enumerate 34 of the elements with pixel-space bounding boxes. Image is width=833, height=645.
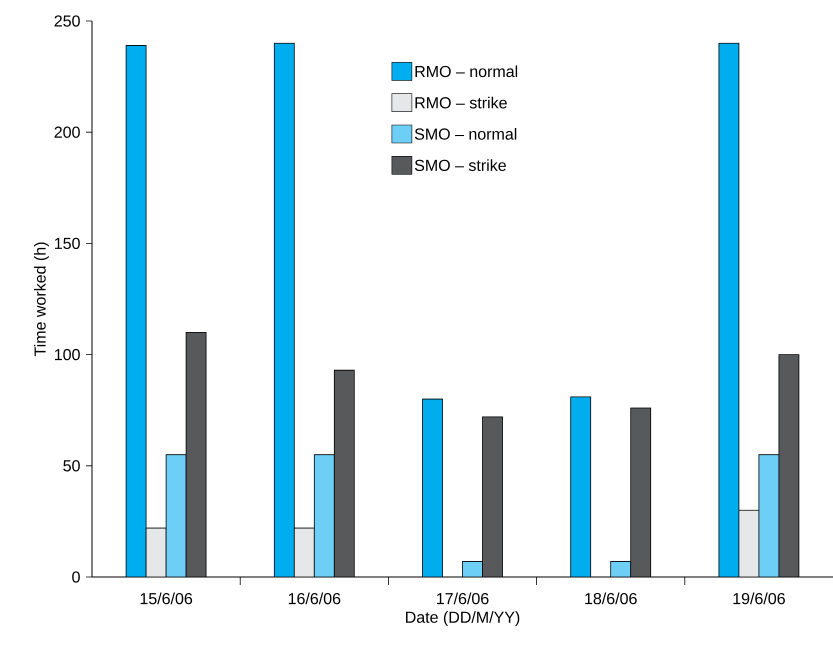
y-tick-label: 250	[54, 15, 80, 27]
bar	[126, 45, 146, 577]
bar	[422, 398, 443, 577]
bar	[758, 454, 780, 577]
bar	[482, 416, 503, 577]
x-tick-label: 16/6/06	[288, 592, 340, 604]
legend-label: SMO – strike	[414, 159, 506, 172]
bar	[274, 42, 295, 577]
y-tick-label: 200	[54, 126, 80, 138]
x-tick-label: 17/6/06	[437, 592, 488, 604]
bar	[334, 370, 355, 577]
y-tick-label: 50	[63, 460, 80, 472]
bar	[294, 528, 315, 577]
bar	[778, 354, 800, 577]
y-tick-label: 100	[54, 348, 80, 360]
bar	[314, 454, 335, 577]
x-tick-label: 18/6/06	[585, 592, 637, 604]
bar	[146, 528, 166, 577]
bar	[166, 454, 186, 577]
x-axis-title: Date (DD/M/YY)	[406, 611, 520, 626]
y-tick-label: 150	[54, 238, 80, 250]
bar	[570, 396, 592, 577]
bar	[718, 42, 740, 577]
y-tick-label: 0	[72, 571, 80, 583]
bar	[610, 561, 632, 577]
bar	[738, 510, 760, 577]
bar	[186, 332, 206, 577]
legend-label: RMO – normal	[415, 65, 518, 78]
legend-label: SMO – normal	[414, 128, 516, 140]
x-tick-label: 19/6/06	[733, 592, 785, 604]
legend-label: RMO – strike	[415, 96, 507, 108]
bar	[630, 408, 652, 577]
y-axis-title: Time worked (h)	[34, 242, 49, 356]
x-tick-label: 15/6/06	[140, 592, 192, 604]
